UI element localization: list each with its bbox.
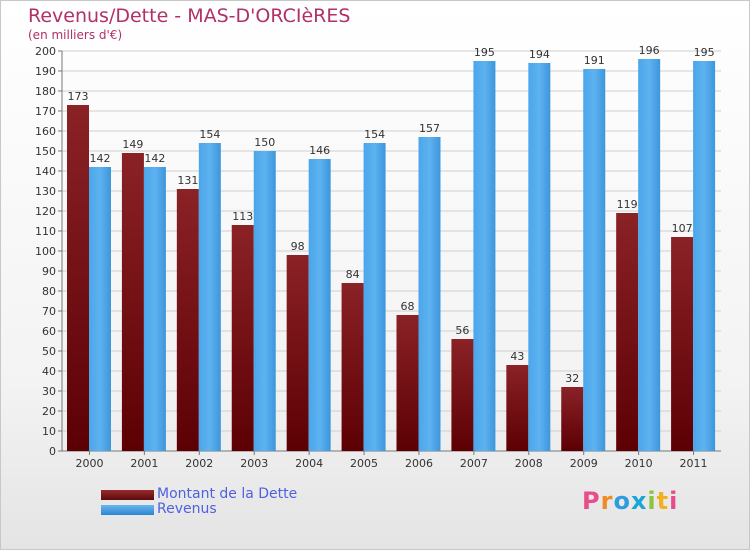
y-tick-label: 10 <box>42 425 56 438</box>
x-tick-label: 2010 <box>625 457 653 470</box>
y-tick-label: 100 <box>35 245 56 258</box>
x-tick-label: 2003 <box>240 457 268 470</box>
y-tick-label: 30 <box>42 385 56 398</box>
x-tick-label: 2011 <box>680 457 708 470</box>
y-tick-label: 160 <box>35 125 56 138</box>
x-tick-label: 2009 <box>570 457 598 470</box>
value-label-dette: 32 <box>565 372 579 385</box>
bar-revenus <box>253 151 276 451</box>
value-label-dette: 131 <box>177 174 198 187</box>
x-tick-label: 2000 <box>75 457 103 470</box>
bar-revenus <box>198 143 221 451</box>
bar-revenus <box>638 59 661 451</box>
value-label-revenus: 154 <box>364 128 385 141</box>
bar-dette <box>451 339 474 451</box>
bar-revenus <box>693 61 716 451</box>
bar-revenus <box>89 167 111 451</box>
value-label-dette: 43 <box>510 350 524 363</box>
value-label-revenus: 142 <box>90 152 111 165</box>
legend-label-dette: Montant de la Dette <box>157 486 298 502</box>
bar-dette <box>176 189 199 451</box>
bar-dette <box>121 153 144 451</box>
value-label-revenus: 142 <box>144 152 165 165</box>
bar-revenus <box>308 159 331 451</box>
proxiti-logo: Proxiti <box>582 487 678 515</box>
value-label-dette: 56 <box>455 324 469 337</box>
bar-revenus <box>418 137 441 451</box>
y-tick-label: 200 <box>35 45 56 58</box>
logo-letter: i <box>647 487 657 515</box>
logo-letter: o <box>613 487 631 515</box>
bar-revenus <box>143 167 166 451</box>
value-label-revenus: 191 <box>584 54 605 67</box>
logo-letter: x <box>630 487 648 515</box>
value-label-dette: 84 <box>346 268 360 281</box>
y-tick-label: 120 <box>35 205 56 218</box>
logo-letter: r <box>600 487 614 515</box>
y-tick-label: 180 <box>35 85 56 98</box>
y-tick-label: 150 <box>35 145 56 158</box>
x-tick-label: 2008 <box>515 457 543 470</box>
legend-label-revenus: Revenus <box>157 501 217 517</box>
y-tick-label: 110 <box>35 225 56 238</box>
bar-revenus <box>583 69 606 451</box>
y-tick-label: 20 <box>42 405 56 418</box>
x-tick-label: 2006 <box>405 457 433 470</box>
chart-title: Revenus/Dette - MAS-D'ORCIèRES <box>28 5 351 27</box>
value-label-dette: 149 <box>122 138 143 151</box>
bar-revenus <box>473 61 496 451</box>
value-label-revenus: 195 <box>694 46 715 59</box>
logo-letter: P <box>582 487 601 515</box>
bar-dette <box>616 213 639 451</box>
value-label-dette: 98 <box>291 240 305 253</box>
y-tick-label: 80 <box>42 285 56 298</box>
value-label-revenus: 157 <box>419 122 440 135</box>
value-label-revenus: 195 <box>474 46 495 59</box>
bar-dette <box>506 365 529 451</box>
x-tick-label: 2004 <box>295 457 323 470</box>
bar-dette <box>67 105 89 451</box>
value-label-dette: 113 <box>232 210 253 223</box>
value-label-revenus: 154 <box>199 128 220 141</box>
bar-dette <box>561 387 584 451</box>
legend-swatch-dette <box>101 490 154 500</box>
y-tick-label: 60 <box>42 325 56 338</box>
x-tick-label: 2001 <box>130 457 158 470</box>
y-tick-label: 170 <box>35 105 56 118</box>
bar-revenus <box>363 143 386 451</box>
chart-subtitle: (en milliers d'€) <box>28 28 123 42</box>
value-label-revenus: 146 <box>309 144 330 157</box>
value-label-dette: 68 <box>401 300 415 313</box>
y-tick-label: 0 <box>49 445 56 458</box>
y-tick-label: 40 <box>42 365 56 378</box>
value-label-revenus: 150 <box>254 136 275 149</box>
bar-dette <box>671 237 694 451</box>
bar-dette <box>396 315 419 451</box>
bar-dette <box>231 225 254 451</box>
legend-swatch-revenus <box>101 505 154 515</box>
x-tick-label: 2005 <box>350 457 378 470</box>
y-tick-label: 90 <box>42 265 56 278</box>
value-label-revenus: 194 <box>529 48 550 61</box>
value-label-dette: 107 <box>672 222 693 235</box>
y-tick-label: 140 <box>35 165 56 178</box>
bar-revenus <box>528 63 551 451</box>
x-tick-label: 2002 <box>185 457 213 470</box>
x-tick-label: 2007 <box>460 457 488 470</box>
bar-dette <box>341 283 364 451</box>
value-label-dette: 173 <box>68 90 89 103</box>
bar-chart: 0 10 20 30 40 50 60 70 80 90 100 110 120 130 140 150 160… <box>35 44 721 470</box>
logo-letter: i <box>669 487 679 515</box>
y-tick-label: 190 <box>35 65 56 78</box>
logo-letter: t <box>656 487 670 515</box>
bar-dette <box>286 255 309 451</box>
y-tick-label: 50 <box>42 345 56 358</box>
value-label-revenus: 196 <box>639 44 660 57</box>
value-label-dette: 119 <box>617 198 638 211</box>
y-tick-label: 130 <box>35 185 56 198</box>
y-tick-label: 70 <box>42 305 56 318</box>
